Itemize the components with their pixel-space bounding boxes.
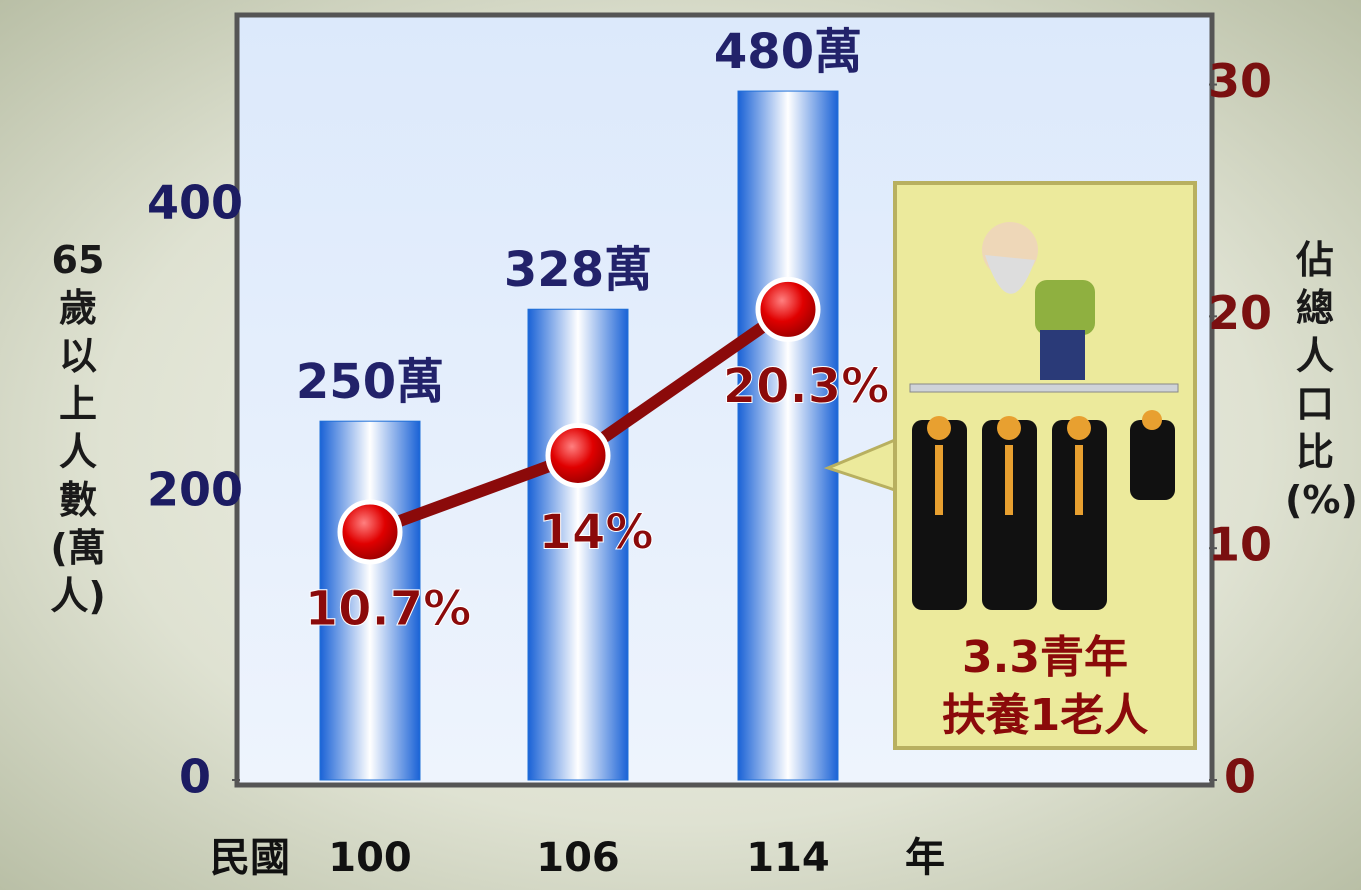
y-axis-title: 65歲以上人數(萬人) [48, 236, 108, 620]
y2-tick-label: 30 [1208, 54, 1272, 108]
page: 0 200 400 0 10 20 30 民國 年 100 106 114 250萬 328萬 480萬 10… [0, 0, 1361, 890]
annotation: 3.3青年 [962, 632, 1128, 683]
x-tick-label: 114 [746, 835, 830, 881]
bar-value-label: 480萬 [714, 24, 862, 80]
x-tick-label: 106 [536, 835, 620, 881]
line-marker [340, 502, 400, 562]
line-value-label: 10.7% [305, 581, 472, 637]
y2-axis-title: 佔總人口比(%) [1285, 236, 1345, 524]
y2-tick-label: 0 [1224, 750, 1256, 804]
line-marker [548, 425, 608, 485]
bar-value-label: 328萬 [504, 242, 652, 298]
bar [738, 91, 838, 780]
y-tick-label: 400 [147, 175, 243, 229]
y-tick-label: 0 [179, 750, 211, 804]
x-axis-unit: 年 [905, 835, 945, 881]
bar-value-label: 250萬 [296, 354, 444, 410]
line-value-label: 14% [539, 504, 654, 560]
line-value-label: 20.3% [723, 358, 890, 414]
x-tick-label: 100 [328, 835, 412, 881]
line-marker [758, 279, 818, 339]
y2-tick-label: 10 [1208, 518, 1272, 572]
y-tick-label: 200 [147, 462, 243, 516]
y2-tick-label: 20 [1208, 286, 1272, 340]
annotation: 扶養1老人 [942, 690, 1149, 741]
x-axis-label: 民國 [210, 835, 290, 881]
chart: 0 200 400 0 10 20 30 民國 年 100 106 114 250萬 328萬 480萬 10… [0, 0, 1361, 890]
